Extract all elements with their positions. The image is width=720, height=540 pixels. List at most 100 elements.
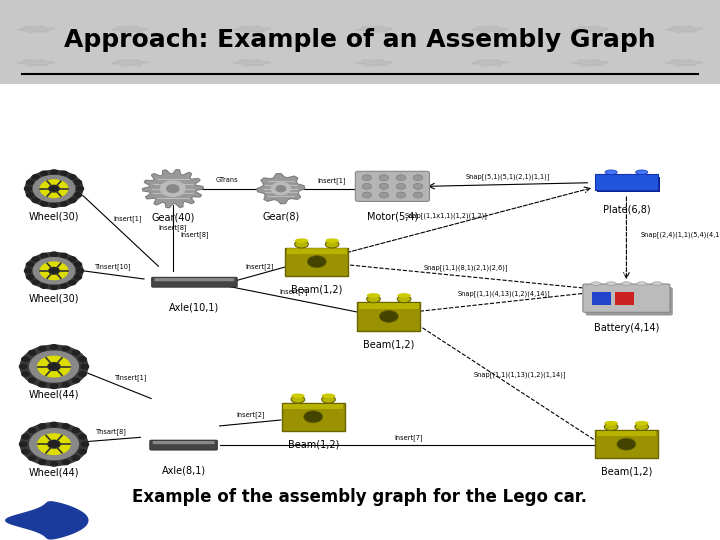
Ellipse shape xyxy=(291,396,305,403)
FancyBboxPatch shape xyxy=(595,430,658,458)
Circle shape xyxy=(49,185,59,192)
FancyBboxPatch shape xyxy=(593,292,611,305)
Circle shape xyxy=(24,186,32,191)
Text: Insert[2]: Insert[2] xyxy=(245,263,274,269)
Ellipse shape xyxy=(606,282,616,285)
Circle shape xyxy=(29,428,36,433)
Circle shape xyxy=(79,357,86,361)
Circle shape xyxy=(39,382,46,387)
Circle shape xyxy=(60,253,68,258)
Circle shape xyxy=(22,449,29,454)
Ellipse shape xyxy=(636,282,647,285)
Text: Insert[8]: Insert[8] xyxy=(180,231,209,238)
Circle shape xyxy=(27,275,34,279)
Circle shape xyxy=(39,424,46,428)
FancyBboxPatch shape xyxy=(150,440,217,450)
Text: Insert[2]: Insert[2] xyxy=(236,411,264,418)
Ellipse shape xyxy=(635,423,649,430)
FancyBboxPatch shape xyxy=(595,174,658,190)
Text: Snap[(1,1)(1,13)(1,2)(1,14)]: Snap[(1,1)(1,13)(1,2)(1,14)] xyxy=(474,371,567,377)
Ellipse shape xyxy=(291,394,305,398)
Circle shape xyxy=(25,171,83,207)
Circle shape xyxy=(32,257,40,261)
FancyBboxPatch shape xyxy=(358,302,420,330)
Circle shape xyxy=(19,442,27,447)
Circle shape xyxy=(362,175,372,181)
Circle shape xyxy=(74,180,81,185)
Circle shape xyxy=(72,350,79,355)
Circle shape xyxy=(74,262,81,267)
Text: Snap[(1,1)(4,13)(1,2)(4,14)]: Snap[(1,1)(4,13)(1,2)(4,14)] xyxy=(458,290,550,296)
FancyBboxPatch shape xyxy=(152,277,238,287)
Polygon shape xyxy=(472,26,508,32)
Circle shape xyxy=(362,184,372,190)
Circle shape xyxy=(62,346,69,351)
Text: Beam(1,2): Beam(1,2) xyxy=(600,467,652,477)
Text: Wheel(30): Wheel(30) xyxy=(29,212,79,221)
Polygon shape xyxy=(572,59,608,66)
Polygon shape xyxy=(666,59,702,66)
Circle shape xyxy=(68,198,76,202)
Polygon shape xyxy=(666,26,702,32)
Text: Wheel(30): Wheel(30) xyxy=(29,294,79,303)
Text: Snap[(1,1x1,1)(1,2)(1,2)]: Snap[(1,1x1,1)(1,2)(1,2)] xyxy=(405,212,487,219)
Circle shape xyxy=(30,429,78,460)
Circle shape xyxy=(79,449,86,454)
Text: Gear(8): Gear(8) xyxy=(262,212,300,221)
Circle shape xyxy=(33,176,75,202)
Circle shape xyxy=(79,372,86,376)
Circle shape xyxy=(20,345,88,388)
Polygon shape xyxy=(572,26,608,32)
Circle shape xyxy=(72,456,79,460)
Polygon shape xyxy=(18,59,54,66)
Text: Insert[1]: Insert[1] xyxy=(113,215,142,221)
FancyBboxPatch shape xyxy=(285,247,348,276)
Text: Thsart[8]: Thsart[8] xyxy=(96,428,127,435)
Circle shape xyxy=(33,258,75,284)
Ellipse shape xyxy=(397,295,411,303)
Polygon shape xyxy=(6,502,88,539)
Circle shape xyxy=(19,364,27,369)
Circle shape xyxy=(76,268,84,273)
Text: Example of the assembly graph for the Lego car.: Example of the assembly graph for the Le… xyxy=(132,488,588,505)
Circle shape xyxy=(76,186,84,191)
Circle shape xyxy=(27,262,34,267)
Ellipse shape xyxy=(652,282,662,285)
Text: Snap[(2,4)(1,1)(5,4)(4,1: Snap[(2,4)(1,1)(5,4)(4,1 xyxy=(641,232,720,238)
FancyBboxPatch shape xyxy=(598,177,660,192)
Circle shape xyxy=(39,460,46,464)
Circle shape xyxy=(25,253,83,289)
Text: Axle(8,1): Axle(8,1) xyxy=(161,465,206,476)
Circle shape xyxy=(39,346,46,351)
Polygon shape xyxy=(143,170,203,208)
Circle shape xyxy=(72,428,79,433)
Circle shape xyxy=(29,456,36,460)
Text: Axle(10,1): Axle(10,1) xyxy=(169,303,220,313)
Text: Insert[1]: Insert[1] xyxy=(317,177,346,184)
Circle shape xyxy=(396,184,405,190)
FancyBboxPatch shape xyxy=(615,292,634,305)
FancyBboxPatch shape xyxy=(596,431,657,436)
Circle shape xyxy=(413,184,423,190)
Circle shape xyxy=(276,186,286,192)
Circle shape xyxy=(362,192,372,198)
Polygon shape xyxy=(234,59,270,66)
Polygon shape xyxy=(112,26,148,32)
FancyBboxPatch shape xyxy=(359,303,419,309)
FancyBboxPatch shape xyxy=(155,278,235,281)
Circle shape xyxy=(50,422,58,427)
Circle shape xyxy=(79,434,86,439)
Text: Tinsert[1]: Tinsert[1] xyxy=(115,374,148,381)
Circle shape xyxy=(32,280,40,285)
Circle shape xyxy=(40,171,48,176)
Circle shape xyxy=(22,372,29,376)
Ellipse shape xyxy=(397,293,411,298)
Circle shape xyxy=(72,378,79,383)
Circle shape xyxy=(48,363,60,370)
Circle shape xyxy=(32,175,40,179)
Ellipse shape xyxy=(322,396,336,403)
Circle shape xyxy=(81,442,89,447)
Ellipse shape xyxy=(366,295,380,303)
Circle shape xyxy=(81,364,89,369)
Text: Snap[(5,1)(5,1)(2,1)(1,1)]: Snap[(5,1)(5,1)(2,1)(1,1)] xyxy=(465,173,550,180)
